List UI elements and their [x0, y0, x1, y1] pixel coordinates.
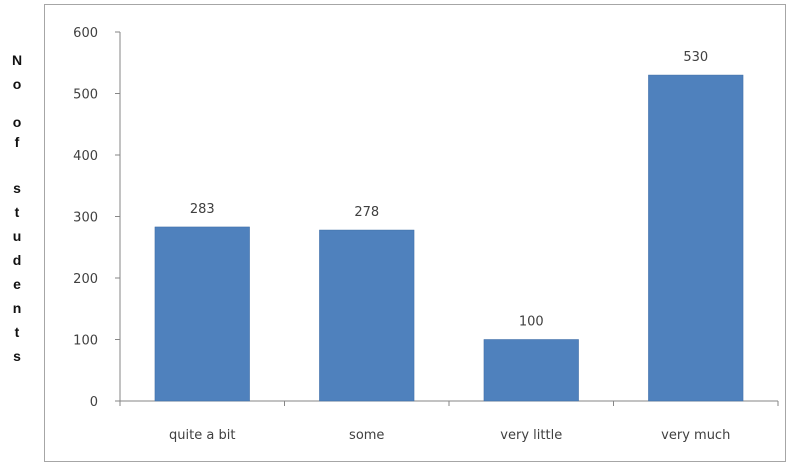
y-tick-label: 200 — [73, 272, 98, 287]
data-label: 283 — [190, 202, 215, 217]
x-category-label: very little — [500, 428, 562, 443]
y-axis-title-letter: o — [12, 114, 22, 130]
bar-very-much — [648, 74, 744, 402]
bar-quite-a-bit — [154, 226, 250, 402]
bar-very-little — [483, 339, 579, 402]
y-axis-title-letter: e — [13, 276, 21, 292]
x-category-label: quite a bit — [169, 428, 235, 443]
bars — [154, 74, 744, 402]
bar-some — [319, 229, 415, 402]
y-axis-title-letter: t — [14, 324, 20, 340]
y-axis-title-letter: u — [12, 228, 22, 244]
data-label: 278 — [354, 205, 379, 220]
data-label: 100 — [519, 315, 544, 330]
y-axis-title-letter: o — [12, 76, 22, 92]
y-axis-title-letter: N — [11, 52, 23, 68]
y-tick-label: 300 — [73, 211, 98, 226]
data-label: 530 — [683, 50, 708, 65]
x-category-label: some — [349, 428, 384, 443]
y-axis-title-letter: s — [13, 180, 21, 196]
y-axis-title-letter: n — [12, 300, 22, 316]
y-axis-title-letter: t — [14, 204, 20, 220]
y-tick-label: 500 — [73, 88, 98, 103]
x-category-label: very much — [661, 428, 730, 443]
y-axis-title-letter: d — [12, 252, 22, 268]
y-tick-label: 600 — [73, 26, 98, 41]
y-axis-title-letter: s — [13, 348, 21, 364]
y-tick-label: 100 — [73, 334, 98, 349]
y-tick-label: 400 — [73, 149, 98, 164]
y-tick-label: 0 — [90, 395, 98, 410]
labels: 0 100 200 300 400 500 600 283 quite a bit 278 some… — [73, 26, 730, 443]
y-axis-title-letter: f — [14, 134, 20, 150]
